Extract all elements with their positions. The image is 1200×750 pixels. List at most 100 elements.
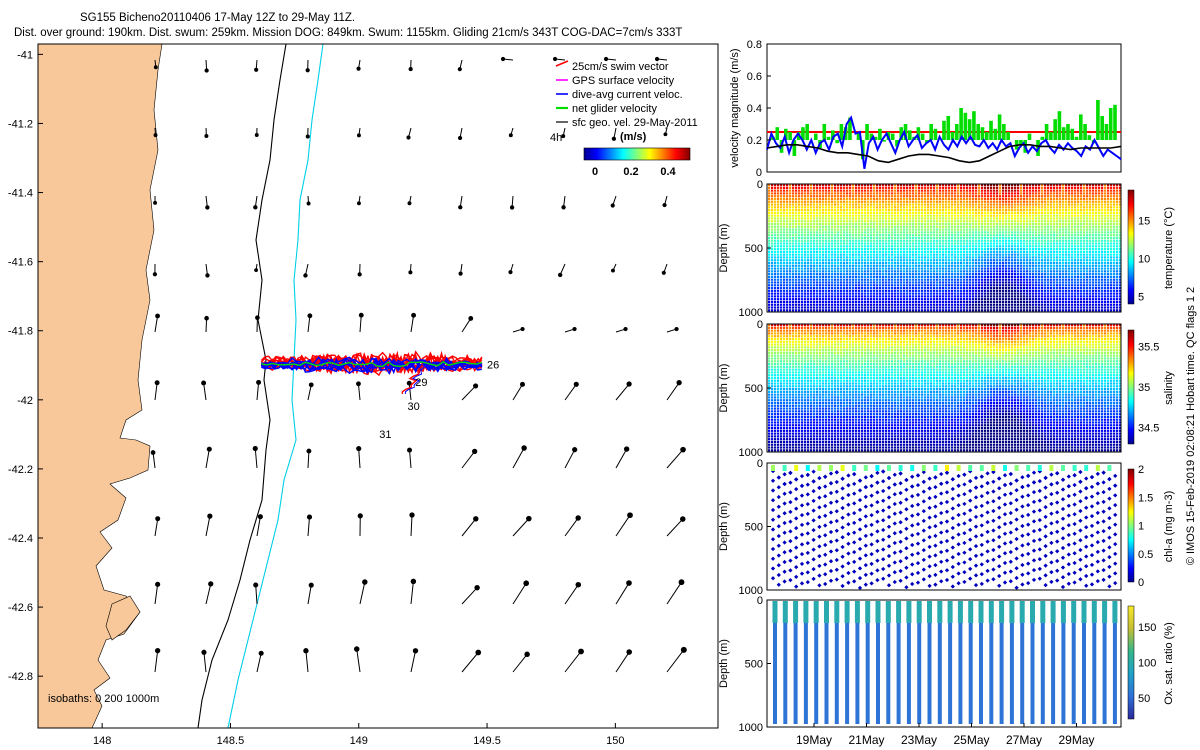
- depth-cell: [1020, 275, 1023, 279]
- depth-cell: [834, 303, 837, 306]
- depth-cell: [831, 289, 834, 292]
- depth-cell: [831, 264, 834, 267]
- depth-cell: [903, 234, 906, 237]
- depth-cell: [960, 186, 963, 189]
- depth-cell: [969, 292, 972, 295]
- depth-cell: [903, 214, 906, 217]
- depth-cell: [852, 306, 855, 309]
- depth-cell: [918, 200, 921, 203]
- depth-cell: [918, 261, 921, 265]
- depth-cell: [777, 273, 780, 276]
- velocity-panel: 00.20.40.60.8 velocity magnitude (m/s): [729, 39, 1122, 179]
- title-line-1: SG155 Bicheno20110406 17-May 12Z to 29-M…: [80, 12, 355, 24]
- depth-cell: [1047, 220, 1050, 223]
- depth-cell: [1044, 261, 1047, 265]
- depth-cell: [978, 298, 981, 301]
- depth-cell: [993, 197, 996, 201]
- depth-cell: [831, 267, 834, 270]
- depth-cell: [1002, 261, 1005, 265]
- depth-cell: [906, 292, 909, 295]
- depth-cell: [993, 222, 996, 226]
- depth-cell: [864, 197, 867, 201]
- depth-cell: [972, 256, 975, 259]
- depth-cell: [978, 189, 981, 192]
- depth-cell: [1005, 211, 1008, 215]
- depth-cell: [933, 286, 936, 290]
- depth-cell: [909, 242, 912, 245]
- depth-cell: [960, 245, 963, 248]
- depth-cell: [870, 284, 873, 287]
- depth-cell: [786, 292, 789, 295]
- depth-cell: [822, 209, 825, 212]
- depth-cell: [879, 184, 882, 187]
- depth-cell: [1008, 264, 1011, 267]
- depth-cell: [1050, 289, 1053, 292]
- depth-cell: [1002, 295, 1005, 298]
- depth-cell: [1023, 209, 1026, 212]
- depth-cell: [855, 231, 858, 234]
- depth-cell: [1014, 184, 1017, 187]
- depth-cell: [1023, 248, 1026, 251]
- depth-cell: [903, 286, 906, 290]
- net-velocity-bar: [1053, 119, 1057, 140]
- sfc-vector-head: [561, 205, 566, 210]
- depth-cell: [1029, 209, 1032, 212]
- depth-cell: [783, 203, 786, 206]
- depth-cell: [993, 250, 996, 253]
- depth-cell: [1026, 284, 1029, 287]
- depth-cell: [927, 222, 930, 226]
- depth-cell: [1032, 264, 1035, 267]
- depth-cell: [957, 186, 960, 189]
- sfc-vector: [307, 451, 310, 469]
- depth-cell: [891, 264, 894, 267]
- depth-cell: [894, 239, 897, 242]
- depth-cell: [1062, 298, 1065, 301]
- depth-cell: [786, 309, 789, 312]
- depth-cell: [1005, 250, 1008, 253]
- depth-cell: [957, 273, 960, 276]
- depth-cell: [846, 295, 849, 298]
- depth-cell: [1002, 220, 1005, 223]
- depth-cell: [789, 295, 792, 298]
- depth-cell: [963, 217, 966, 220]
- depth-cell: [954, 220, 957, 223]
- depth-cell: [876, 286, 879, 290]
- depth-cell: [783, 236, 786, 240]
- depth-cell: [1014, 300, 1017, 304]
- depth-cell: [891, 195, 894, 198]
- depth-cell: [816, 184, 819, 187]
- depth-cell: [1023, 281, 1026, 284]
- depth-cell: [768, 298, 771, 301]
- depth-cell: [816, 248, 819, 251]
- sfc-vector: [359, 315, 362, 333]
- depth-cell: [972, 220, 975, 223]
- depth-cell: [930, 273, 933, 276]
- depth-cell: [1044, 250, 1047, 253]
- depth-cell: [828, 270, 831, 273]
- depth-cell: [828, 264, 831, 267]
- depth-cell: [768, 309, 771, 312]
- depth-cell: [837, 298, 840, 301]
- depth-cell: [945, 197, 948, 201]
- depth-cell: [1014, 189, 1017, 192]
- depth-cell: [903, 197, 906, 201]
- depth-cell: [1035, 209, 1038, 212]
- depth-cell: [873, 195, 876, 198]
- depth-cell: [948, 236, 951, 240]
- depth-cell: [894, 284, 897, 287]
- depth-cell: [867, 273, 870, 276]
- depth-cell: [891, 281, 894, 284]
- depth-cell: [933, 222, 936, 226]
- depth-cell: [885, 225, 888, 228]
- depth-cell: [816, 242, 819, 245]
- depth-cell: [792, 211, 795, 215]
- depth-cell: [933, 239, 936, 242]
- depth-cell: [777, 300, 780, 304]
- depth-cell: [777, 253, 780, 256]
- depth-cell: [1002, 195, 1005, 198]
- depth-cell: [954, 195, 957, 198]
- depth-cell: [843, 211, 846, 215]
- depth-cell: [861, 214, 864, 217]
- depth-cell: [771, 281, 774, 284]
- depth-cell: [801, 231, 804, 234]
